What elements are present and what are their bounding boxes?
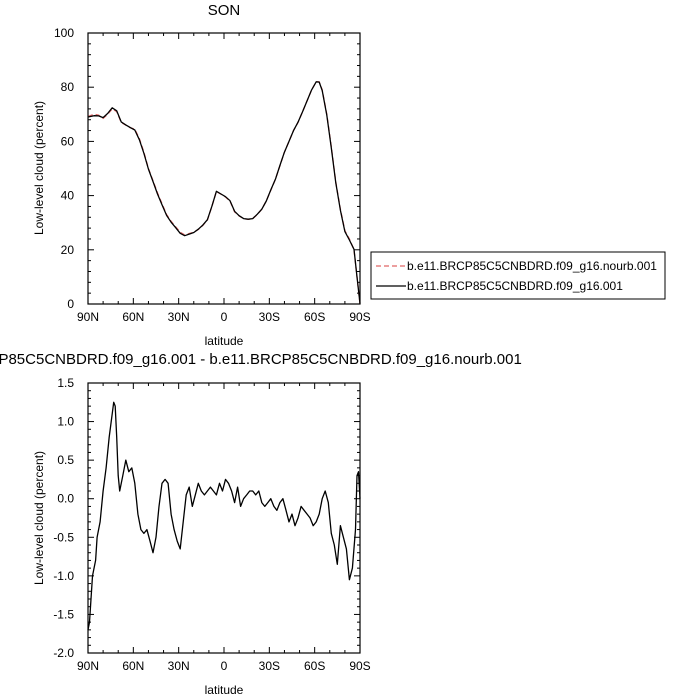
bottom-x-tick-label: 30N (168, 659, 190, 673)
bottom-x-tick-label: 60N (122, 659, 144, 673)
bottom-y-tick-label: 0.5 (57, 453, 74, 467)
top-plot-frame (87, 32, 361, 305)
bottom-y-tick-label: -1.0 (53, 569, 74, 583)
top-x-tick-label: 60S (304, 310, 325, 324)
bottom-x-tick-label: 90N (77, 659, 99, 673)
bottom-y-axis-label: Low-level cloud (percent) (32, 451, 46, 585)
top-y-tick-label: 40 (61, 189, 75, 203)
top-y-tick-label: 0 (67, 297, 74, 311)
top-x-tick-label: 30S (259, 310, 280, 324)
top-y-tick-label: 20 (61, 243, 75, 257)
bottom-y-tick-label: 1.5 (57, 376, 74, 390)
bottom-series-lines (87, 401, 361, 631)
bottom-x-tick-label: 0 (221, 659, 228, 673)
bottom-y-tick-label: -0.5 (53, 530, 74, 544)
bottom-plot-frame (87, 382, 361, 654)
bottom-y-tick-label: 0.0 (57, 492, 74, 506)
top-x-tick-label: 0 (221, 310, 228, 324)
bottom-series-line-0 (87, 401, 361, 631)
bottom-y-tick-label: -2.0 (53, 646, 74, 660)
top-y-tick-label: 60 (61, 134, 75, 148)
bottom-axis-ticks: 90N 60N 30N 0 30S 60S 90S -2.0 -1.5 -1.0 -0.5 0.0 0.… (53, 376, 370, 673)
bottom-x-tick-label: 90S (349, 659, 370, 673)
legend: b.e11.BRCP85C5CNBDRD.f09_g16.nourb.001 b… (370, 251, 666, 300)
top-y-tick-label: 80 (61, 80, 75, 94)
bottom-y-tick-label: 1.0 (57, 415, 74, 429)
top-y-axis-label: Low-level cloud (percent) (32, 101, 46, 235)
bottom-panel: b.e11.BRCP85C5CNBDRD.f09_g16.001 - b.e11… (0, 351, 522, 697)
bottom-x-tick-label: 60S (304, 659, 325, 673)
top-y-tick-label: 100 (54, 26, 74, 40)
bottom-chart-title: b.e11.BRCP85C5CNBDRD.f09_g16.001 - b.e11… (0, 351, 522, 368)
top-x-tick-label: 30N (168, 310, 190, 324)
top-x-tick-label: 90N (77, 310, 99, 324)
bottom-x-axis-label: latitude (205, 683, 244, 697)
top-chart-title: SON (208, 2, 241, 19)
top-axis-ticks: 90N 60N 30N 0 30S 60S 90S 0 20 40 60 80 100 (54, 26, 371, 324)
bottom-x-tick-label: 30S (259, 659, 280, 673)
top-x-tick-label: 60N (122, 310, 144, 324)
bottom-y-tick-label: -1.5 (53, 607, 74, 621)
top-series-line-1 (87, 81, 361, 304)
legend-label-nourb: b.e11.BRCP85C5CNBDRD.f09_g16.nourb.001 (407, 259, 657, 273)
top-series-lines (87, 81, 361, 305)
top-x-tick-label: 90S (349, 310, 370, 324)
legend-label-base: b.e11.BRCP85C5CNBDRD.f09_g16.001 (407, 279, 623, 293)
top-panel: SON 90N 60N 30N 0 30S 60S 90S 0 20 40 60 80 100 lati… (32, 2, 371, 348)
top-series-line-0 (87, 81, 361, 305)
top-x-axis-label: latitude (205, 334, 244, 348)
legend-box (370, 251, 666, 300)
